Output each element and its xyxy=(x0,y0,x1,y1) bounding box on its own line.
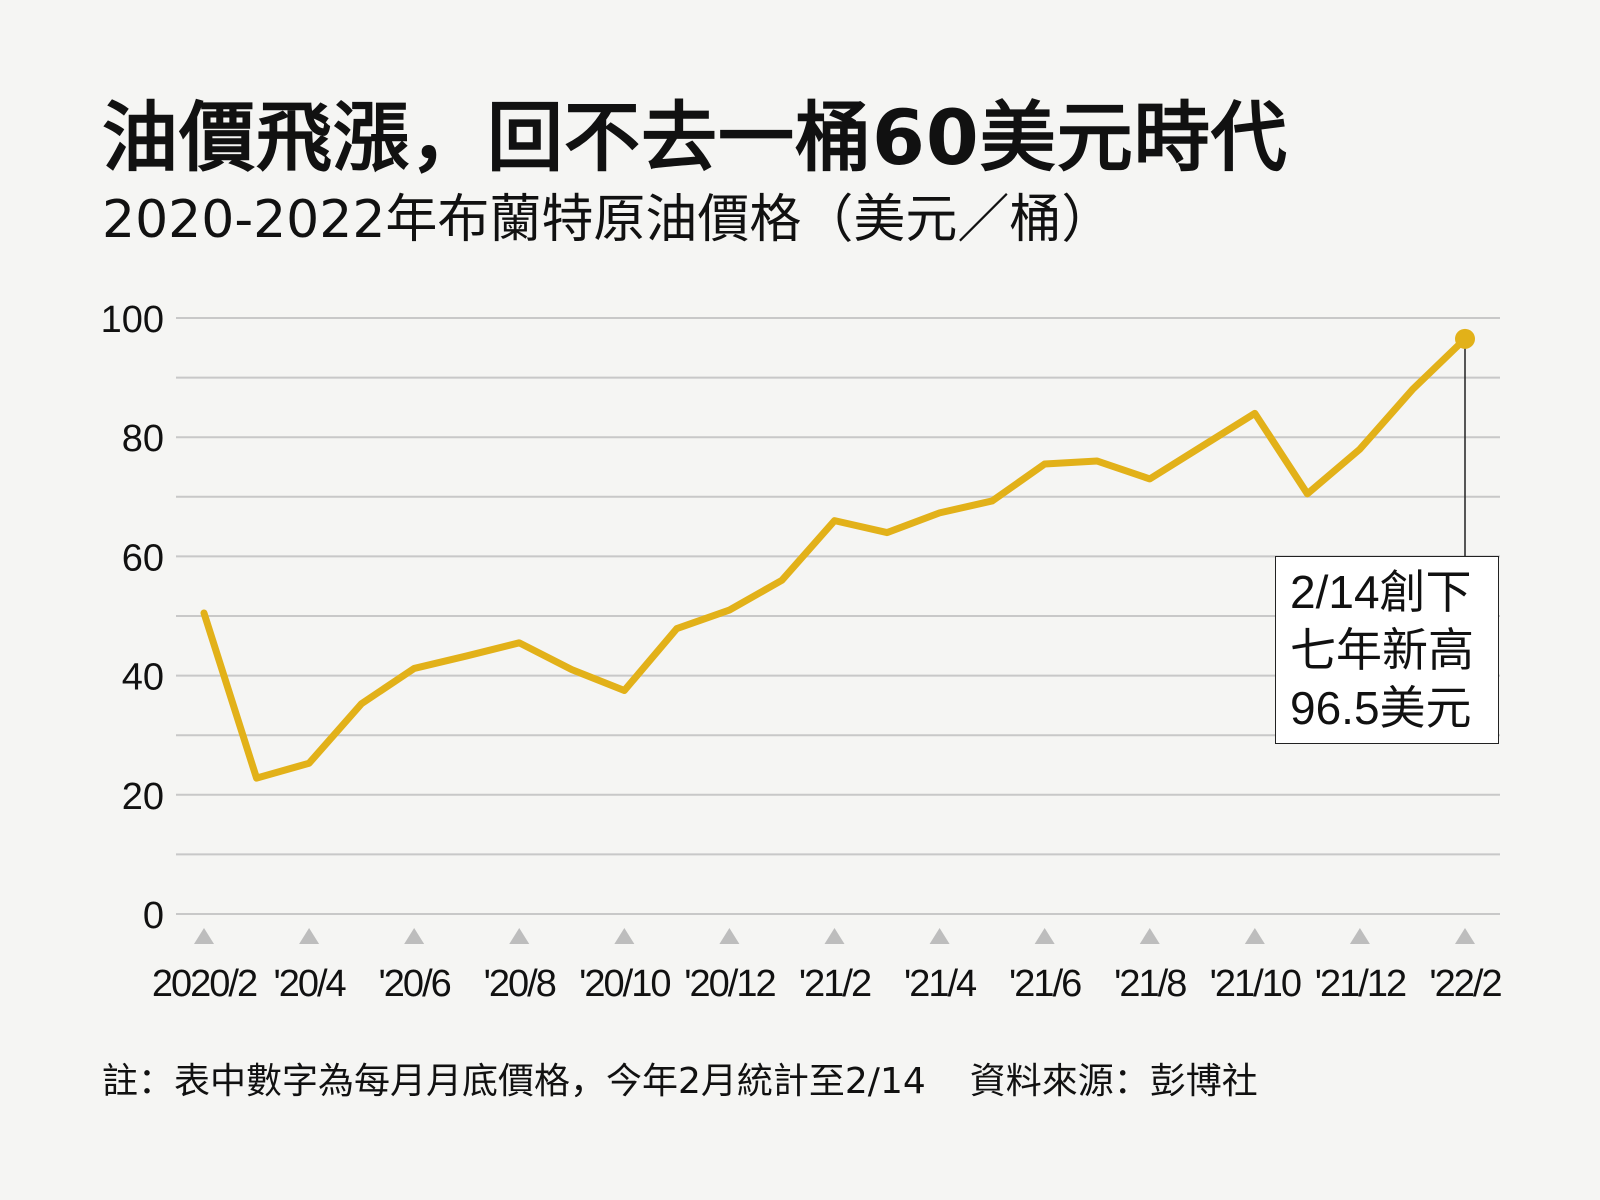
x-axis-tick-labels: 2020/2 '20/4 '20/6 '20/8 '20/10 '20/12 '21/2 '2… xyxy=(152,963,1504,1005)
x-tick-marker xyxy=(299,928,320,944)
x-axis-markers xyxy=(194,928,1475,944)
annotation-line-3: 96.5美元 xyxy=(1290,682,1472,734)
y-tick-label: 40 xyxy=(122,657,164,699)
x-tick-marker xyxy=(194,928,214,944)
footnote: 註：表中數字為每月月底價格，今年2月統計至2/14 資料來源：彭博社 xyxy=(102,1052,1258,1104)
x-tick-marker xyxy=(824,928,845,944)
note-text: 註：表中數字為每月月底價格，今年2月統計至2/14 xyxy=(102,1061,926,1102)
x-tick-label: '20/10 xyxy=(579,963,670,1005)
x-tick-label: '20/4 xyxy=(273,963,346,1005)
y-tick-label: 80 xyxy=(122,418,164,460)
x-tick-marker xyxy=(719,928,740,944)
source-text: 資料來源：彭博社 xyxy=(969,1061,1258,1102)
x-tick-label: '21/6 xyxy=(1009,963,1081,1005)
series-line-brent xyxy=(200,335,1469,782)
x-tick-label: '21/8 xyxy=(1114,963,1186,1005)
x-tick-label: '20/8 xyxy=(484,963,556,1005)
x-tick-label: '20/6 xyxy=(379,963,451,1005)
x-tick-marker xyxy=(404,928,425,944)
x-tick-marker xyxy=(1244,928,1265,944)
y-tick-label: 0 xyxy=(143,895,164,937)
highlight-point xyxy=(1455,328,1475,349)
x-tick-label: 2020/2 xyxy=(152,963,257,1005)
x-tick-marker xyxy=(614,928,635,944)
annotation-line-2: 七年新高 xyxy=(1290,624,1474,676)
x-tick-marker xyxy=(929,928,950,944)
annotation-box: 2/14創下 七年新高 96.5美元 xyxy=(1275,556,1499,744)
chart-title: 油價飛漲，回不去一桶60美元時代 xyxy=(102,93,1288,182)
x-tick-marker xyxy=(1455,928,1475,944)
x-tick-marker xyxy=(509,928,530,944)
x-tick-label: '21/2 xyxy=(799,963,871,1005)
x-tick-label: '21/4 xyxy=(904,963,977,1005)
annotation-line-1: 2/14創下 xyxy=(1290,566,1472,618)
x-tick-label: '21/10 xyxy=(1210,963,1301,1005)
x-tick-label: '20/12 xyxy=(684,963,775,1005)
x-tick-marker xyxy=(1034,928,1055,944)
x-tick-marker xyxy=(1349,928,1370,944)
y-axis-tick-labels: 0 20 40 60 80 100 xyxy=(101,299,164,937)
x-tick-marker xyxy=(1139,928,1160,944)
chart-subtitle: 2020-2022年布蘭特原油價格（美元／桶） xyxy=(102,190,1114,250)
y-tick-label: 60 xyxy=(122,537,164,579)
x-tick-label: '22/2 xyxy=(1429,963,1501,1005)
x-tick-label: '21/12 xyxy=(1315,963,1406,1005)
line-chart: 0 20 40 60 80 100 2020/2 '20/4 '20/6 '20/8 '20/10… xyxy=(101,299,1504,1005)
y-tick-label: 20 xyxy=(122,776,164,818)
y-tick-label: 100 xyxy=(101,299,164,341)
